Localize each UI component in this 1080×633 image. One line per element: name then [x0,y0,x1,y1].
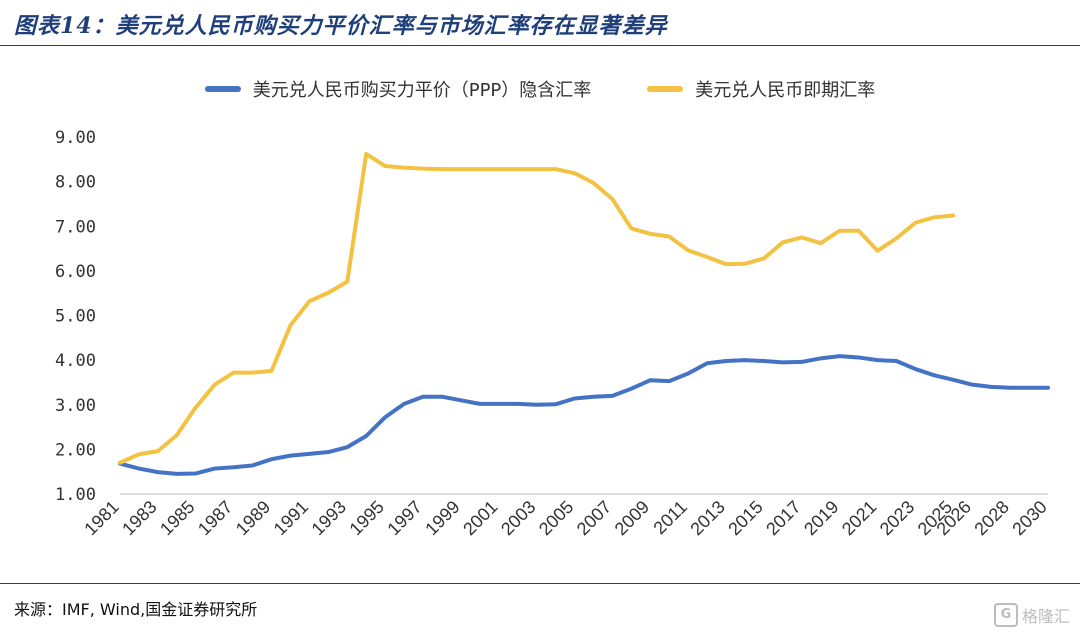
series-line-spot [118,151,956,465]
x-tick-label: 1993 [308,497,350,539]
x-tick-label: 1997 [383,497,425,539]
x-tick-label: 2023 [876,497,918,539]
x-tick-label: 1995 [346,497,388,539]
y-tick-label: 8.00 [55,173,96,193]
x-tick-label: 2021 [838,497,880,539]
x-tick-label: 2001 [459,497,501,539]
x-tick-label: 2005 [535,497,577,539]
y-tick-label: 3.00 [55,396,96,416]
x-tick-label: 2007 [573,497,615,539]
source-note: 来源：IMF, Wind,国金证券研究所 [14,600,258,619]
x-tick-label: 2015 [724,497,766,539]
x-tick-label: 2013 [686,497,728,539]
x-tick-label: 1991 [270,497,312,539]
x-tick-label: 2028 [970,497,1012,539]
x-tick-label: 2003 [497,497,539,539]
chart-legend: 美元兑人民币购买力平价（PPP）隐含汇率 美元兑人民币即期汇率 [0,76,1080,102]
y-tick-label: 1.00 [55,485,96,505]
legend-label-ppp: 美元兑人民币购买力平价（PPP）隐含汇率 [252,80,592,101]
x-tick-label: 1983 [118,497,160,539]
y-tick-label: 9.00 [55,128,96,148]
legend-item-spot: 美元兑人民币即期汇率 [647,76,875,102]
footer-rule [0,583,1080,584]
x-tick-label: 1999 [421,497,463,539]
title-rule [0,45,1080,46]
x-tick-label: 2011 [649,497,691,539]
legend-item-ppp: 美元兑人民币购买力平价（PPP）隐含汇率 [204,76,592,102]
watermark-text: 格隆汇 [1021,607,1070,626]
x-tick-label: 1989 [232,497,274,539]
x-tick-label: 2009 [611,497,653,539]
legend-swatch-spot [647,86,684,92]
y-tick-label: 7.00 [55,217,96,237]
y-tick-label: 6.00 [55,262,96,282]
x-tick-label: 1987 [194,497,236,539]
line-chart: 1.002.003.004.005.006.007.008.009.001981… [55,128,1051,539]
x-tick-label: 1985 [156,497,198,539]
legend-label-spot: 美元兑人民币即期汇率 [695,80,876,101]
legend-swatch-ppp [204,86,241,92]
series-line-ppp [118,354,1050,476]
figure-title: 图表14：美元兑人民币购买力平价汇率与市场汇率存在显著差异 [14,13,668,39]
x-tick-label: 2030 [1008,497,1050,539]
watermark-logo-icon: G [993,603,1018,627]
y-tick-label: 4.00 [55,351,96,371]
y-tick-label: 2.00 [55,440,96,460]
y-tick-label: 5.00 [55,307,96,327]
watermark: G 格隆汇 [993,603,1070,627]
x-tick-label: 2019 [800,497,842,539]
x-tick-label: 2017 [762,497,804,539]
